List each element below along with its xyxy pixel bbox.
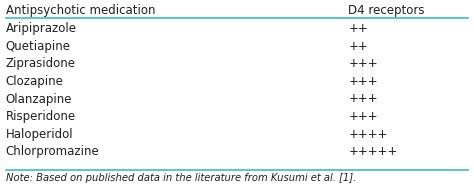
- Text: +++++: +++++: [348, 145, 398, 158]
- Text: Antipsychotic medication: Antipsychotic medication: [6, 4, 155, 17]
- Text: +++: +++: [348, 75, 378, 88]
- Text: ++++: ++++: [348, 128, 388, 141]
- Text: +++: +++: [348, 93, 378, 105]
- Text: Aripiprazole: Aripiprazole: [6, 22, 77, 35]
- Text: Haloperidol: Haloperidol: [6, 128, 73, 141]
- Text: Quetiapine: Quetiapine: [6, 40, 71, 53]
- Text: D4 receptors: D4 receptors: [348, 4, 425, 17]
- Text: Chlorpromazine: Chlorpromazine: [6, 145, 100, 158]
- Text: +++: +++: [348, 57, 378, 70]
- Text: Ziprasidone: Ziprasidone: [6, 57, 76, 70]
- Text: Risperidone: Risperidone: [6, 110, 76, 123]
- Text: Olanzapine: Olanzapine: [6, 93, 72, 105]
- Text: Note: Based on published data in the literature from Kusumi et al. [1].: Note: Based on published data in the lit…: [6, 173, 356, 183]
- Text: Clozapine: Clozapine: [6, 75, 64, 88]
- Text: ++: ++: [348, 22, 368, 35]
- Text: +++: +++: [348, 110, 378, 123]
- Text: ++: ++: [348, 40, 368, 53]
